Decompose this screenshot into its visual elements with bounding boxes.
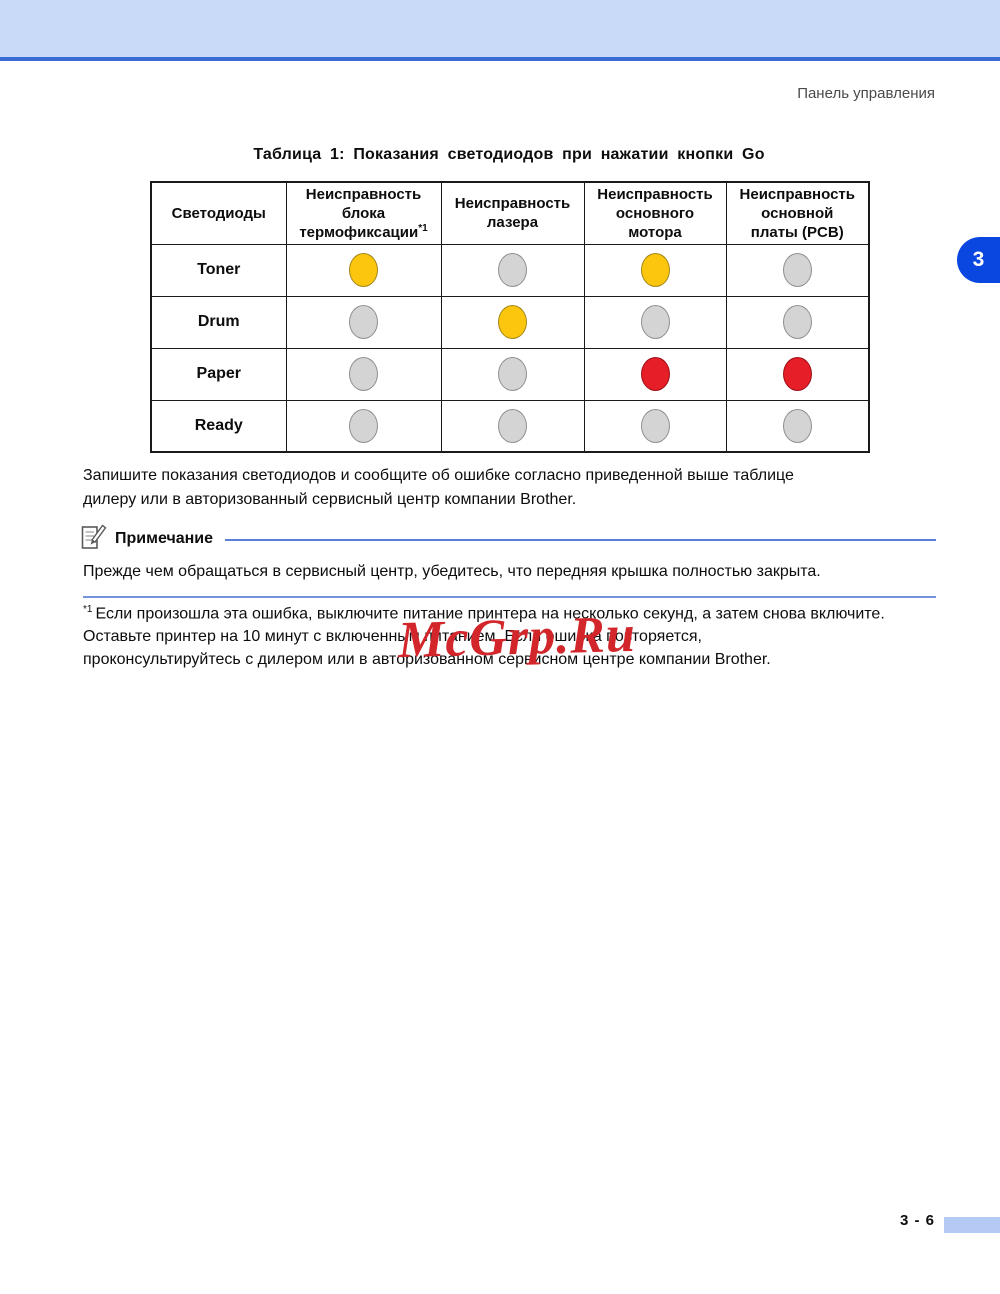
note-label: Примечание <box>115 530 214 547</box>
led-cell <box>725 399 870 453</box>
note-pencil-icon <box>80 522 107 556</box>
gray-led-indicator <box>498 408 527 443</box>
note-rule-top <box>225 539 936 541</box>
led-cell <box>285 347 442 401</box>
led-cell <box>285 295 442 349</box>
footnote-marker: *1 <box>418 222 428 234</box>
yellow-led-indicator <box>498 305 527 339</box>
chapter-tab-badge: 3 <box>957 237 1000 283</box>
running-header: Панель управления <box>797 85 935 102</box>
led-row-label: Toner <box>150 243 287 297</box>
led-table-row: Ready <box>150 399 870 453</box>
led-cell <box>583 243 727 297</box>
site-watermark: McGrp.Ru <box>397 605 637 670</box>
yellow-led-indicator <box>349 253 378 287</box>
gray-led-indicator <box>349 408 378 443</box>
led-cell <box>725 243 870 297</box>
col-header-pcb-failure: Неисправность основной платы (PCB) <box>725 181 870 245</box>
yellow-led-indicator <box>640 253 670 287</box>
led-cell <box>440 243 585 297</box>
gray-led-indicator <box>640 305 670 339</box>
gray-led-indicator <box>782 305 812 339</box>
gray-led-indicator <box>498 253 527 287</box>
gray-led-indicator <box>349 357 378 391</box>
gray-led-indicator <box>782 408 812 443</box>
note-block: Примечание Прежде чем обращаться в серви… <box>80 524 936 598</box>
led-cell <box>285 243 442 297</box>
col-header-laser-failure: Неисправность лазера <box>440 181 585 245</box>
red-led-indicator <box>782 357 812 391</box>
footnote-block: *1 Если произошла эта ошибка, выключите п… <box>83 604 885 669</box>
led-cell <box>440 399 585 453</box>
note-rule-bottom <box>83 596 936 598</box>
red-led-indicator <box>640 357 670 391</box>
led-cell <box>440 347 585 401</box>
led-cell <box>725 295 870 349</box>
led-row-label: Ready <box>150 399 287 453</box>
led-cell <box>583 399 727 453</box>
header-band <box>0 0 1000 57</box>
led-cell <box>725 347 870 401</box>
page-number: 3 - 6 <box>899 1212 935 1229</box>
led-status-table: Светодиоды Неисправность блока термофикс… <box>150 181 870 453</box>
body-paragraph: Запишите показания светодиодов и сообщит… <box>83 467 794 508</box>
col-header-main-motor-failure: Неисправность основного мотора <box>583 181 727 245</box>
led-row-label: Paper <box>150 347 287 401</box>
gray-led-indicator <box>349 305 378 339</box>
table-header-row: Светодиоды Неисправность блока термофикс… <box>150 181 870 245</box>
led-table-row: Toner <box>150 243 870 297</box>
note-header: Примечание <box>80 524 936 554</box>
led-table-row: Paper <box>150 347 870 401</box>
header-band-rule <box>0 57 1000 61</box>
note-text: Прежде чем обращаться в сервисный центр,… <box>83 563 821 580</box>
led-table-row: Drum <box>150 295 870 349</box>
footer-accent-bar <box>944 1217 1000 1233</box>
table-title: Таблица 1: Показания светодиодов при наж… <box>253 146 765 163</box>
footnote-marker-body: *1 <box>83 604 93 615</box>
led-cell <box>285 399 442 453</box>
col-header-fuser-failure: Неисправность блока термофиксации*1 <box>285 181 442 245</box>
led-cell <box>583 347 727 401</box>
gray-led-indicator <box>498 357 527 391</box>
led-row-label: Drum <box>150 295 287 349</box>
gray-led-indicator <box>640 408 670 443</box>
led-cell <box>583 295 727 349</box>
led-cell <box>440 295 585 349</box>
col-header-leds: Светодиоды <box>150 181 287 245</box>
gray-led-indicator <box>782 253 812 287</box>
